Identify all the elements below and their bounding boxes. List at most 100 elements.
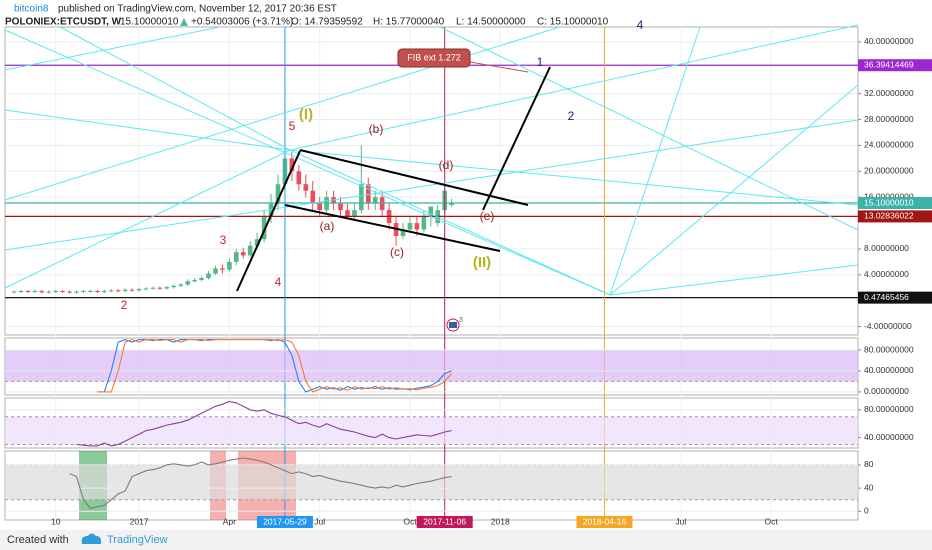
candle-body (74, 291, 79, 293)
author: bitcoin8 (14, 4, 49, 15)
candle-body (81, 291, 86, 292)
candle-body (261, 216, 267, 240)
candle-body (421, 216, 427, 230)
y-tick-label: 40.00000000 (864, 432, 914, 442)
fan-lines (4, 24, 859, 296)
date-label-box (256, 516, 313, 528)
date-label-box (576, 516, 633, 528)
price-label-box (858, 210, 932, 223)
candle-body (365, 184, 371, 204)
y-tick-label: 80 (864, 459, 874, 469)
wave-label: 1 (537, 55, 544, 69)
candle-body (122, 289, 128, 291)
wave-label: 2 (568, 109, 575, 123)
y-tick-label: 16.00000000 (864, 191, 914, 201)
wave-label: (e) (480, 209, 495, 223)
impulse-line (236, 150, 301, 292)
y-tick-label: 28.00000000 (864, 114, 914, 124)
date-label: 2018-04-16 (583, 516, 627, 526)
channel-lower (284, 204, 501, 252)
indicator-line (97, 339, 453, 393)
x-tick-label: Jul (314, 516, 325, 526)
y-tick-label: 0.00000000 (864, 386, 909, 396)
candle-body (227, 261, 232, 270)
fan-line (4, 109, 291, 151)
price-label-box (858, 59, 932, 72)
candle-body (317, 203, 322, 211)
fan-line (4, 29, 611, 296)
open: O: 14.79359592 (291, 17, 363, 28)
candle-body (102, 291, 107, 292)
price-label: 0.47465456 (864, 292, 909, 302)
candle-body (254, 239, 260, 246)
candle-body (25, 291, 31, 292)
wave-label: (I) (299, 106, 313, 123)
candle-body (60, 291, 65, 292)
wave-label: 3 (459, 317, 463, 324)
wave-label: (II) (473, 254, 491, 271)
y-tick-label: 32.00000000 (864, 88, 914, 98)
candle-body (400, 229, 406, 236)
candle-body (213, 268, 218, 274)
candle-body (372, 197, 378, 204)
indicator-band (5, 350, 858, 382)
x-tick-label: 2018 (491, 516, 510, 526)
callout-text: FIB ext 1.272 (407, 52, 461, 62)
indicator-band (5, 464, 858, 500)
price-label: 15.10000010 (864, 197, 914, 207)
date-label-box (416, 516, 473, 528)
candle-body (39, 291, 45, 293)
tv-logo (81, 533, 102, 544)
main-frame (4, 26, 859, 336)
candle-body (199, 278, 204, 280)
wave-label: (a) (320, 219, 335, 233)
x-tick-label: Apr (223, 516, 236, 526)
last-price: 15.10000010 (120, 17, 179, 28)
candle-body (88, 291, 93, 292)
footer-bar (0, 530, 932, 550)
candle-body (234, 252, 239, 262)
price-label-box (858, 291, 932, 304)
y-tick-label: 8.00000000 (864, 243, 909, 253)
candle-body (303, 184, 309, 191)
candle-body (108, 290, 114, 292)
low: L: 14.50000000 (456, 17, 526, 28)
candle-body (46, 291, 52, 293)
wave-label: 2 (121, 298, 128, 312)
main-layer: -4.00000000 4.00000000 8.00000000 16.000000… (5, 27, 932, 528)
callout-box (397, 48, 471, 68)
fan-line (289, 149, 859, 206)
candle-body (164, 287, 170, 289)
price-label: 36.39414469 (864, 59, 914, 69)
candle-body (247, 245, 253, 256)
x-tick-label: Oct (403, 516, 417, 526)
price-label: 13.02836022 (864, 211, 914, 221)
candle-body (407, 223, 413, 230)
y-tick-label: -4.00000000 (864, 321, 912, 331)
y-tick-label: 20.00000000 (864, 166, 914, 176)
wave-label: 3 (220, 233, 227, 247)
y-tick-label: 24.00000000 (864, 140, 914, 150)
y-tick-label: 80.00000000 (864, 344, 914, 354)
candle-body (115, 290, 121, 292)
y-tick-label: 0 (864, 506, 869, 516)
candle-body (310, 190, 316, 204)
candle-body (345, 210, 350, 217)
fan-line (609, 264, 859, 296)
symbol: POLONIEX:ETCUSDT, W (5, 17, 122, 28)
candle-body (171, 285, 177, 288)
price-label-box (858, 197, 932, 209)
candle-body (143, 288, 149, 290)
candle-body (185, 281, 190, 285)
candle-body (67, 291, 72, 293)
candle-body (428, 206, 434, 217)
candle-body (449, 203, 454, 206)
fan-line (609, 84, 859, 296)
fan-line (4, 149, 291, 289)
published: published on TradingView.com, November 1… (58, 4, 337, 15)
candle-body (414, 223, 420, 230)
fan-line (289, 24, 859, 151)
wave-label: 5 (289, 119, 296, 133)
x-tick-label: 2017 (130, 516, 149, 526)
